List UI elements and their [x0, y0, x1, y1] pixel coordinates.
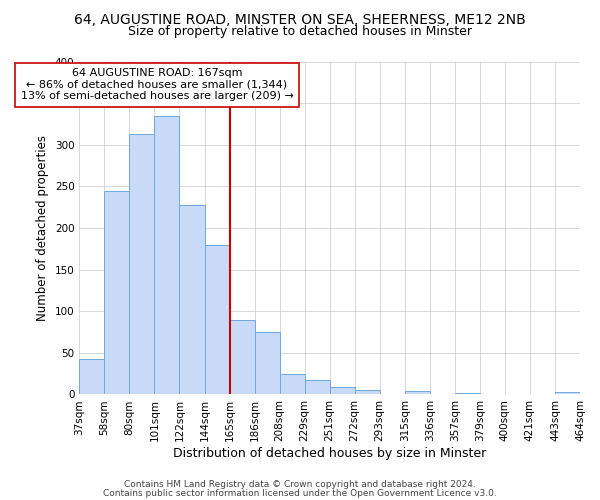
Bar — [254, 332, 280, 394]
X-axis label: Distribution of detached houses by size in Minster: Distribution of detached houses by size … — [173, 447, 487, 460]
Bar — [405, 391, 430, 394]
Bar — [305, 380, 329, 394]
Text: 64, AUGUSTINE ROAD, MINSTER ON SEA, SHEERNESS, ME12 2NB: 64, AUGUSTINE ROAD, MINSTER ON SEA, SHEE… — [74, 12, 526, 26]
Bar — [205, 244, 230, 394]
Bar — [555, 392, 580, 394]
Y-axis label: Number of detached properties: Number of detached properties — [36, 135, 49, 321]
Bar — [455, 393, 480, 394]
Bar — [130, 134, 154, 394]
Bar — [355, 390, 380, 394]
Bar — [154, 116, 179, 394]
Bar — [79, 358, 104, 394]
Bar — [104, 190, 130, 394]
Text: 64 AUGUSTINE ROAD: 167sqm
← 86% of detached houses are smaller (1,344)
13% of se: 64 AUGUSTINE ROAD: 167sqm ← 86% of detac… — [20, 68, 293, 102]
Text: Contains public sector information licensed under the Open Government Licence v3: Contains public sector information licen… — [103, 488, 497, 498]
Bar — [230, 320, 254, 394]
Bar — [280, 374, 305, 394]
Bar — [329, 387, 355, 394]
Bar — [179, 204, 205, 394]
Text: Contains HM Land Registry data © Crown copyright and database right 2024.: Contains HM Land Registry data © Crown c… — [124, 480, 476, 489]
Text: Size of property relative to detached houses in Minster: Size of property relative to detached ho… — [128, 25, 472, 38]
